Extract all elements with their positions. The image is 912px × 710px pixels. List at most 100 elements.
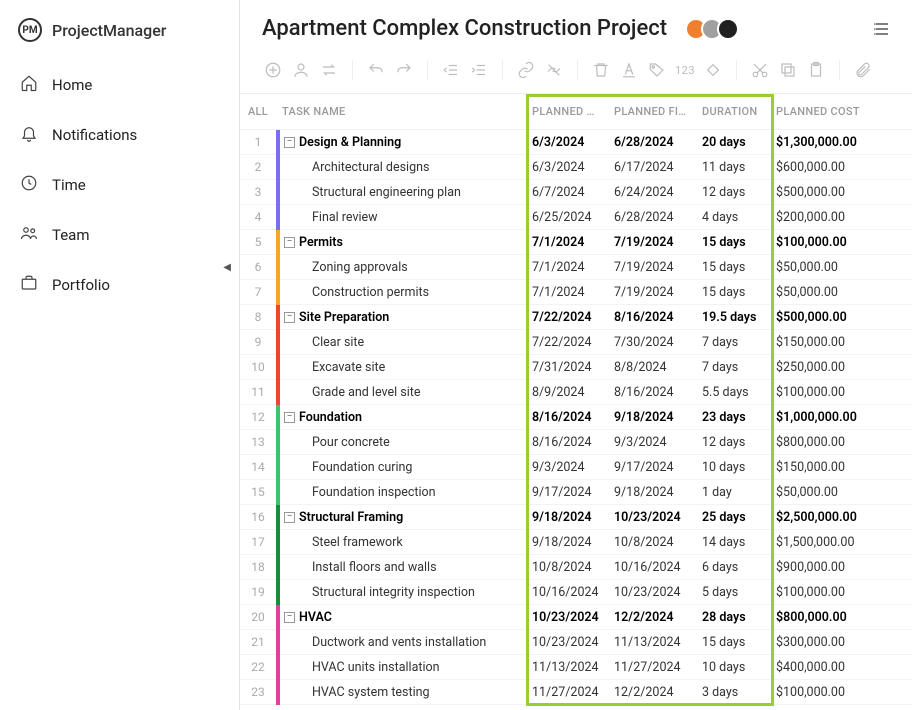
collapse-icon[interactable]: − [284, 512, 295, 523]
nav-item-home[interactable]: Home [0, 60, 239, 110]
row-number: 23 [240, 685, 276, 699]
collapse-sidebar-icon[interactable]: ◀ [223, 262, 231, 273]
col-taskname[interactable]: TASK NAME [276, 105, 526, 118]
collapse-icon[interactable]: − [284, 312, 295, 323]
collapse-icon[interactable]: − [284, 412, 295, 423]
planned-cost: $100,000.00 [770, 385, 870, 400]
menu-icon[interactable] [874, 22, 890, 36]
task-name: Architectural designs [284, 160, 429, 175]
table-row[interactable]: 17Steel framework9/18/202410/8/202414 da… [240, 530, 912, 555]
table-row[interactable]: 5−Permits7/1/20247/19/202415 days$100,00… [240, 230, 912, 255]
col-all[interactable]: ALL [240, 105, 276, 118]
col-planned-start[interactable]: PLANNED … [526, 105, 608, 118]
planned-cost: $50,000.00 [770, 485, 870, 500]
duration: 3 days [696, 685, 770, 700]
task-name: HVAC units installation [284, 660, 440, 675]
row-number: 12 [240, 410, 276, 424]
row-number: 20 [240, 610, 276, 624]
col-planned-cost[interactable]: PLANNED COST [770, 105, 870, 118]
row-number: 13 [240, 435, 276, 449]
task-cell: Foundation curing [276, 455, 526, 480]
duration: 15 days [696, 260, 770, 275]
table-row[interactable]: 9Clear site7/22/20247/30/20247 days$150,… [240, 330, 912, 355]
nav-item-time[interactable]: Time [0, 160, 239, 210]
nav-item-portfolio[interactable]: Portfolio [0, 260, 239, 310]
table-row[interactable]: 19Structural integrity inspection10/16/2… [240, 580, 912, 605]
table-row[interactable]: 23HVAC system testing11/27/202412/2/2024… [240, 680, 912, 705]
collapse-icon[interactable]: − [284, 612, 295, 623]
planned-cost: $400,000.00 [770, 660, 870, 675]
row-number: 11 [240, 385, 276, 399]
planned-cost: $100,000.00 [770, 685, 870, 700]
table-row[interactable]: 12−Foundation8/16/20249/18/202423 days$1… [240, 405, 912, 430]
link-icon[interactable] [515, 59, 537, 81]
table-row[interactable]: 3Structural engineering plan6/7/20246/24… [240, 180, 912, 205]
planned-start: 9/18/2024 [526, 510, 608, 525]
planned-cost: $2,500,000.00 [770, 510, 870, 525]
person-icon[interactable] [290, 59, 312, 81]
row-number: 21 [240, 635, 276, 649]
table-row[interactable]: 16−Structural Framing9/18/202410/23/2024… [240, 505, 912, 530]
text-color-icon[interactable] [618, 59, 640, 81]
avatar[interactable] [717, 18, 739, 40]
nav-item-team[interactable]: Team [0, 210, 239, 260]
table-row[interactable]: 1−Design & Planning6/3/20246/28/202420 d… [240, 130, 912, 155]
outdent-icon[interactable] [440, 59, 462, 81]
planned-finish: 6/17/2024 [608, 160, 696, 175]
table-row[interactable]: 11Grade and level site8/9/20248/16/20245… [240, 380, 912, 405]
cut-icon[interactable] [749, 59, 771, 81]
numbers-icon[interactable]: 123 [674, 59, 696, 81]
task-cell: Architectural designs [276, 155, 526, 180]
col-duration[interactable]: DURATION [696, 105, 770, 118]
table-row[interactable]: 13Pour concrete8/16/20249/3/202412 days$… [240, 430, 912, 455]
table-row[interactable]: 20−HVAC10/23/202412/2/202428 days$800,00… [240, 605, 912, 630]
indent-icon[interactable] [468, 59, 490, 81]
tag-icon[interactable] [646, 59, 668, 81]
trash-icon[interactable] [590, 59, 612, 81]
planned-cost: $200,000.00 [770, 210, 870, 225]
table-row[interactable]: 15Foundation inspection9/17/20249/18/202… [240, 480, 912, 505]
duration: 15 days [696, 635, 770, 650]
diamond-icon[interactable] [702, 59, 724, 81]
task-cell: Foundation inspection [276, 480, 526, 505]
planned-cost: $800,000.00 [770, 435, 870, 450]
attachment-icon[interactable] [852, 59, 874, 81]
redo-icon[interactable] [393, 59, 415, 81]
table-row[interactable]: 10Excavate site7/31/20248/8/20247 days$2… [240, 355, 912, 380]
paste-icon[interactable] [805, 59, 827, 81]
swap-icon[interactable] [318, 59, 340, 81]
add-icon[interactable] [262, 59, 284, 81]
undo-icon[interactable] [365, 59, 387, 81]
row-number: 22 [240, 660, 276, 674]
duration: 19.5 days [696, 310, 770, 325]
collapse-icon[interactable]: − [284, 237, 295, 248]
main: Apartment Complex Construction Project [240, 0, 912, 710]
table-row[interactable]: 22HVAC units installation11/13/202411/27… [240, 655, 912, 680]
planned-start: 7/1/2024 [526, 235, 608, 250]
table-row[interactable]: 2Architectural designs6/3/20246/17/20241… [240, 155, 912, 180]
col-planned-finish[interactable]: PLANNED FI… [608, 105, 696, 118]
section-color-bar [276, 155, 280, 180]
section-color-bar [276, 480, 280, 505]
table-row[interactable]: 8−Site Preparation7/22/20248/16/202419.5… [240, 305, 912, 330]
duration: 5 days [696, 585, 770, 600]
section-color-bar [276, 505, 280, 530]
unlink-icon[interactable] [543, 59, 565, 81]
planned-start: 7/1/2024 [526, 260, 608, 275]
table-row[interactable]: 14Foundation curing9/3/20249/17/202410 d… [240, 455, 912, 480]
table-row[interactable]: 21Ductwork and vents installation10/23/2… [240, 630, 912, 655]
duration: 11 days [696, 160, 770, 175]
table-row[interactable]: 6Zoning approvals7/1/20247/19/202415 day… [240, 255, 912, 280]
task-name: Excavate site [284, 360, 385, 375]
table-row[interactable]: 18Install floors and walls10/8/202410/16… [240, 555, 912, 580]
copy-icon[interactable] [777, 59, 799, 81]
task-cell: −Foundation [276, 405, 526, 430]
duration: 20 days [696, 135, 770, 150]
duration: 4 days [696, 210, 770, 225]
collapse-icon[interactable]: − [284, 137, 295, 148]
planned-finish: 9/18/2024 [608, 410, 696, 425]
planned-start: 9/18/2024 [526, 535, 608, 550]
nav-item-notifications[interactable]: Notifications [0, 110, 239, 160]
table-row[interactable]: 7Construction permits7/1/20247/19/202415… [240, 280, 912, 305]
table-row[interactable]: 4Final review6/25/20246/28/20244 days$20… [240, 205, 912, 230]
